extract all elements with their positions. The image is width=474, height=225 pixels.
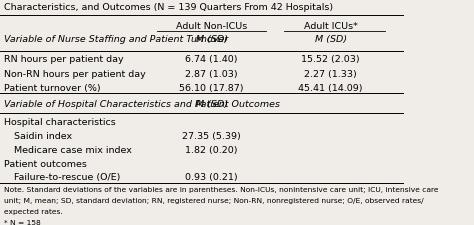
Text: 2.87 (1.03): 2.87 (1.03)	[185, 69, 238, 78]
Text: Medicare case mix index: Medicare case mix index	[14, 145, 132, 154]
Text: expected rates.: expected rates.	[4, 208, 63, 214]
Text: Patient turnover (%): Patient turnover (%)	[4, 83, 100, 92]
Text: Patient outcomes: Patient outcomes	[4, 159, 87, 168]
Text: 27.35 (5.39): 27.35 (5.39)	[182, 131, 241, 140]
Text: Characteristics, and Outcomes (N = 139 Quarters From 42 Hospitals): Characteristics, and Outcomes (N = 139 Q…	[4, 3, 333, 12]
Text: 45.41 (14.09): 45.41 (14.09)	[298, 83, 363, 92]
Text: Non-RN hours per patient day: Non-RN hours per patient day	[4, 69, 146, 78]
Text: 2.27 (1.33): 2.27 (1.33)	[304, 69, 357, 78]
Text: Adult Non-ICUs: Adult Non-ICUs	[176, 21, 247, 30]
Text: * N = 158: * N = 158	[4, 218, 41, 225]
Text: 6.74 (1.40): 6.74 (1.40)	[185, 55, 238, 64]
Text: Saidin index: Saidin index	[14, 131, 72, 140]
Text: Adult ICUs*: Adult ICUs*	[304, 21, 357, 30]
Text: 56.10 (17.87): 56.10 (17.87)	[180, 83, 244, 92]
Text: Variable of Nurse Staffing and Patient Turnover: Variable of Nurse Staffing and Patient T…	[4, 35, 228, 44]
Text: 1.82 (0.20): 1.82 (0.20)	[185, 145, 238, 154]
Text: M (SD): M (SD)	[196, 35, 228, 44]
Text: unit; M, mean; SD, standard deviation; RN, registered nurse; Non-RN, nonregister: unit; M, mean; SD, standard deviation; R…	[4, 197, 424, 203]
Text: 15.52 (2.03): 15.52 (2.03)	[301, 55, 360, 64]
Text: RN hours per patient day: RN hours per patient day	[4, 55, 124, 64]
Text: M (SD): M (SD)	[196, 99, 228, 108]
Text: Variable of Hospital Characteristics and Patient Outcomes: Variable of Hospital Characteristics and…	[4, 99, 280, 108]
Text: 0.93 (0.21): 0.93 (0.21)	[185, 173, 238, 182]
Text: M (SD): M (SD)	[315, 35, 346, 44]
Text: Note. Standard deviations of the variables are in parentheses. Non-ICUs, noninte: Note. Standard deviations of the variabl…	[4, 187, 438, 193]
Text: Hospital characteristics: Hospital characteristics	[4, 117, 116, 126]
Text: Failure-to-rescue (O/E): Failure-to-rescue (O/E)	[14, 173, 120, 182]
